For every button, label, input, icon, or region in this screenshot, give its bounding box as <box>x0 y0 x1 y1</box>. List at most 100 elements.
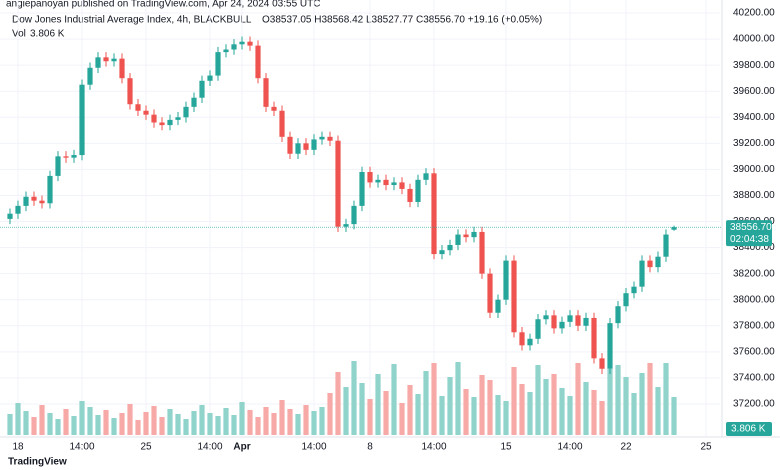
candle-body <box>263 78 269 107</box>
y-tick-label: 39200.00 <box>733 138 775 149</box>
y-tick-label: 37400.00 <box>733 373 775 384</box>
volume-bar <box>79 401 85 435</box>
volume-bar <box>519 384 525 435</box>
candle-body <box>543 315 549 320</box>
volume-bar <box>479 375 485 435</box>
y-tick-label: 38000.00 <box>733 294 775 305</box>
volume-bar <box>263 407 269 435</box>
candle-body <box>47 175 53 204</box>
candle-body <box>519 332 525 346</box>
candle-body <box>215 52 221 76</box>
candle-body <box>247 41 253 46</box>
candle-body <box>199 80 205 98</box>
candle-body <box>151 114 157 123</box>
candle-body <box>351 205 357 225</box>
x-tick-label: 8 <box>367 442 373 453</box>
candle-body <box>159 122 165 126</box>
x-tick-label: 15 <box>500 442 512 453</box>
candle-body <box>63 156 69 158</box>
candle-body <box>335 140 341 227</box>
volume-bar <box>247 410 253 435</box>
candle-body <box>143 110 149 115</box>
candle-body <box>15 205 21 214</box>
volume-bar <box>639 373 645 435</box>
publisher: angiepanoyan published on TradingView.co… <box>6 0 320 10</box>
volume-bar <box>351 361 357 435</box>
candle-body <box>119 58 125 79</box>
candle-body <box>359 172 365 206</box>
volume-bar <box>375 374 381 435</box>
candle-body <box>511 260 517 333</box>
candle-body <box>87 67 93 85</box>
volume-bar <box>319 407 325 435</box>
candle-body <box>535 319 541 339</box>
volume-bar <box>527 392 533 435</box>
volume-bar <box>511 367 517 435</box>
volume-bar <box>183 419 189 435</box>
candle-body <box>655 256 661 268</box>
volume-bar <box>287 409 293 435</box>
volume-bar <box>231 415 237 435</box>
candle-body <box>663 234 669 257</box>
candle-body <box>591 317 597 359</box>
volume-bar <box>655 387 661 435</box>
candle-body <box>55 156 61 176</box>
volume-legend: Vol <box>12 29 26 40</box>
candle-body <box>167 119 173 126</box>
volume-bar <box>303 405 309 435</box>
volume-bar <box>463 389 469 435</box>
volume-bar <box>607 369 613 435</box>
volume-legend-value: 3.806 K <box>30 29 65 40</box>
volume-bar <box>127 404 133 435</box>
volume-bar <box>599 401 605 435</box>
candle-body <box>407 188 413 202</box>
y-tick-label: 38800.00 <box>733 190 775 201</box>
volume-bar <box>647 363 653 435</box>
footer-logo: TradingView <box>8 457 67 468</box>
volume-bar <box>95 415 101 435</box>
volume-bar <box>615 365 621 435</box>
candle-body <box>607 323 613 369</box>
x-tick-label: 18 <box>12 442 24 453</box>
candle-body <box>95 57 101 68</box>
volume-bar <box>327 393 333 435</box>
candle-body <box>527 338 533 346</box>
y-tick-label: 40000.00 <box>733 34 775 45</box>
volume-bar <box>551 374 557 435</box>
candle-body <box>207 75 213 81</box>
x-tick-label: 14:00 <box>197 442 222 453</box>
candle-body <box>183 106 189 118</box>
candle-body <box>623 293 629 307</box>
volume-bar <box>15 403 21 435</box>
volume-bar <box>175 414 181 435</box>
candle-body <box>71 155 77 158</box>
y-tick-label: 39000.00 <box>733 164 775 175</box>
y-tick-label: 39600.00 <box>733 86 775 97</box>
volume-bar <box>391 364 397 435</box>
y-tick-label: 37600.00 <box>733 346 775 357</box>
volume-bar <box>575 363 581 435</box>
ohlc-legend: O38537.05 H38568.42 L38527.77 C38556.70 … <box>262 15 542 26</box>
y-tick-label: 37200.00 <box>733 399 775 410</box>
volume-bar <box>111 418 117 435</box>
volume-bar <box>191 411 197 435</box>
candle-body <box>303 143 309 150</box>
y-tick-label: 38200.00 <box>733 268 775 279</box>
volume-bar <box>39 405 45 435</box>
chart-title: Dow Jones Industrial Average Index, 4h, … <box>12 15 252 26</box>
candle-body <box>295 143 301 154</box>
volume-bar <box>295 414 301 435</box>
volume-bar <box>103 410 109 435</box>
candle-body <box>615 306 621 324</box>
y-tick-label: 39800.00 <box>733 60 775 71</box>
candle-body <box>175 117 181 120</box>
candle-body <box>191 97 197 107</box>
y-tick-label: 40200.00 <box>733 8 775 19</box>
candle-body <box>479 231 485 274</box>
volume-bar <box>7 414 13 435</box>
volume-bar <box>383 391 389 435</box>
candle-body <box>439 250 445 255</box>
volume-bar <box>423 371 429 435</box>
